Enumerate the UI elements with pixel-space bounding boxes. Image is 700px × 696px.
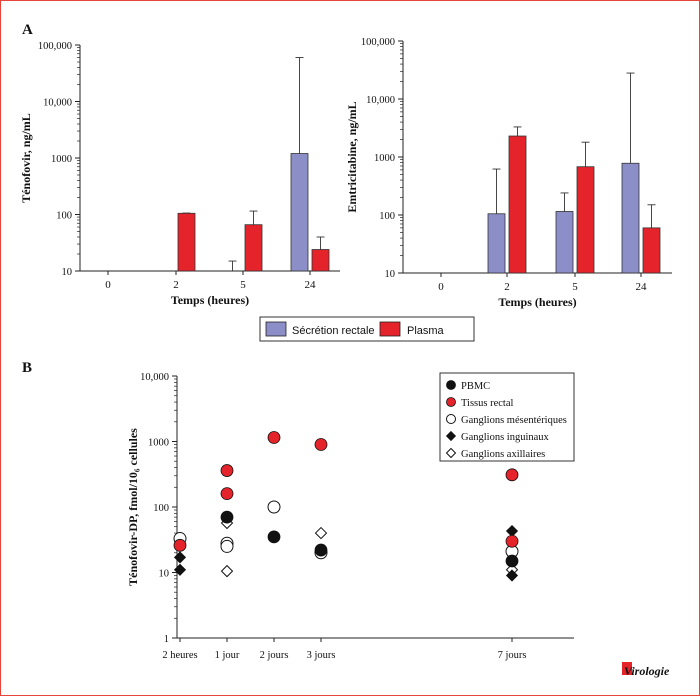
y-tick-label: 10 — [159, 569, 170, 580]
x-tick-label: 2 — [173, 279, 179, 291]
legend-marker-tissus-rectal — [446, 397, 456, 407]
bar-secretion-rectale-24 — [621, 162, 640, 274]
legend-label-pbmc: PBMC — [461, 381, 490, 392]
bar-secretion-rectale-24 — [290, 153, 309, 272]
legend-marker-ganglions-axillaires — [445, 447, 457, 459]
point-pbmc-2-jours — [267, 530, 281, 544]
x-tick-label: 2 heures — [162, 650, 197, 661]
y-tick-label: 100 — [153, 503, 169, 514]
y-tick-label: 1000 — [51, 154, 72, 165]
point-ganglions-inguinaux-7-jours — [505, 569, 519, 582]
y-axis-title: Ténofovir-DP, fmol/10₆ cellules — [126, 428, 140, 586]
point-tissus-rectal-7-jours — [505, 534, 519, 548]
y-tick-label: 100,000 — [361, 37, 395, 48]
point-ganglions-mesenteriques-2-jours — [267, 500, 281, 514]
legend-panel-a-box — [259, 316, 475, 342]
chart-emtricitabine-bars: 10 100 1000 10,000 100,000 0 2 5 24 Temps (heures… — [345, 37, 672, 309]
bar-secretion-rectale-5 — [555, 211, 574, 274]
legend-label-ganglions-mesenteriques: Ganglions mésentériques — [461, 415, 567, 426]
bar-plasma-24 — [642, 227, 661, 274]
x-tick-label: 7 jours — [498, 650, 527, 661]
panel-a-label: A — [22, 22, 33, 38]
point-pbmc-1-jour — [220, 510, 234, 524]
x-tick-label: 24 — [636, 281, 648, 293]
x-tick-label: 24 — [305, 279, 317, 291]
virologie-logo: Virologie — [622, 662, 670, 678]
x-tick-label: 0 — [105, 279, 111, 291]
bar-plasma-5 — [244, 224, 263, 272]
bar-plasma-2 — [508, 135, 527, 274]
y-axis-title: Emtricitabine, ng/mL — [345, 101, 359, 212]
point-tissus-rectal-1-jour — [220, 464, 234, 477]
x-tick-label: 3 jours — [307, 650, 336, 661]
x-axis-title: Temps (heures) — [171, 293, 249, 307]
point-tissus-rectal-7-jours — [505, 468, 519, 482]
point-pbmc-3-jours — [314, 543, 328, 557]
y-axis-title: Ténofovir, ng/mL — [19, 113, 33, 203]
point-ganglions-mesenteriques-1-jour — [220, 539, 234, 553]
virologie-logo-text: Virologie — [624, 664, 670, 678]
point-ganglions-inguinaux-2-heures — [173, 563, 187, 576]
legend-panel-b-box — [439, 372, 575, 462]
point-tissus-rectal-2-jours — [267, 431, 281, 444]
point-ganglions-axillaires-1-jour — [220, 564, 234, 578]
bar-plasma-24 — [311, 249, 330, 272]
y-tick-label: 1000 — [374, 153, 395, 164]
x-tick-label: 5 — [240, 279, 246, 291]
legend-label-tissus-rectal: Tissus rectal — [461, 398, 513, 409]
point-ganglions-inguinaux-2-heures — [173, 551, 187, 564]
legend-panel-b: PBMC Tissus rectal Ganglions mésentériques… — [439, 372, 575, 462]
y-tick-label: 1 — [164, 634, 169, 645]
legend-label-secretion-rectale: Sécrétion rectale — [292, 325, 375, 337]
y-tick-label: 100,000 — [38, 41, 72, 52]
x-tick-label: 1 jour — [215, 650, 240, 661]
point-ganglions-axillaires-3-jours — [314, 526, 328, 540]
legend-label-plasma: Plasma — [407, 325, 445, 337]
point-tissus-rectal-3-jours — [314, 438, 328, 451]
x-axis-title: Temps (heures) — [498, 295, 576, 309]
point-tissus-rectal-1-jour — [220, 487, 234, 501]
bar-plasma-5 — [576, 166, 595, 274]
x-tick-label: 2 jours — [260, 650, 289, 661]
point-tissus-rectal-2-heures — [173, 538, 187, 552]
point-pbmc-7-jours — [505, 554, 519, 568]
legend-marker-pbmc — [446, 380, 456, 390]
panel-b-label: B — [22, 360, 32, 376]
chart-tenofovir-bars: 10 100 1000 10,000 100,000 0 2 5 24 Temps (heures… — [19, 41, 340, 307]
legend-swatch-plasma — [379, 321, 401, 337]
bar-plasma-2 — [177, 212, 196, 272]
legend-swatch-secretion-rectale — [265, 321, 287, 337]
x-tick-label: 0 — [438, 281, 444, 293]
legend-label-ganglions-inguinaux: Ganglions inguinaux — [461, 432, 550, 443]
y-tick-label: 10 — [62, 267, 73, 278]
y-tick-label: 100 — [56, 211, 72, 222]
virologie-logo-mark — [622, 662, 632, 675]
chart-tenofovir-dp-scatter: 1 10 100 1000 10,000 2 heures 1 jour 2 jours 3 j… — [126, 372, 574, 661]
x-tick-label: 2 — [504, 281, 510, 293]
legend-panel-a: Sécrétion rectale Plasma — [259, 316, 475, 342]
legend-marker-ganglions-inguinaux — [445, 430, 457, 442]
legend-label-ganglions-axillaires: Ganglions axillaires — [461, 449, 545, 460]
legend-marker-ganglions-mesenteriques — [446, 414, 456, 424]
y-tick-label: 10,000 — [140, 372, 169, 383]
y-tick-label: 10,000 — [366, 95, 395, 106]
y-tick-label: 10,000 — [43, 98, 72, 109]
bar-secretion-rectale-2 — [487, 213, 506, 274]
y-tick-label: 10 — [385, 269, 396, 280]
y-tick-label: 1000 — [148, 438, 169, 449]
y-tick-label: 100 — [379, 211, 395, 222]
x-tick-label: 5 — [572, 281, 578, 293]
